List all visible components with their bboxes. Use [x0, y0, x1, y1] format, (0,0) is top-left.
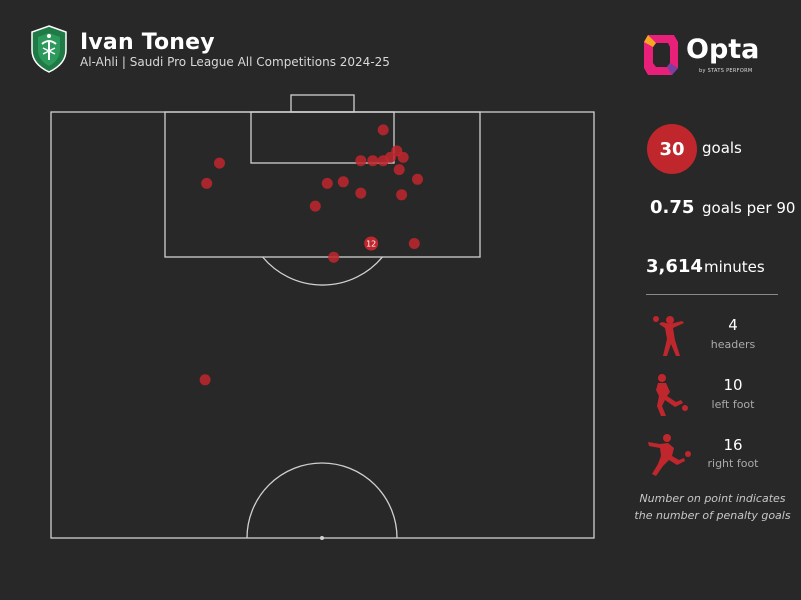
page-title: Ivan Toney — [80, 30, 215, 55]
right-foot-silhouette-icon — [648, 434, 691, 476]
club-crest-icon — [31, 25, 67, 73]
pitch-outline — [50, 111, 595, 539]
left-foot-value: 10 — [723, 376, 743, 394]
centre-spot — [320, 536, 324, 540]
shot-point — [309, 200, 321, 212]
shot-point — [367, 155, 379, 167]
goals-per-90-label: goals per 90 — [702, 199, 796, 217]
penalty-count-label: 12 — [366, 240, 376, 249]
minutes-label: minutes — [704, 258, 765, 276]
shot-point — [201, 177, 213, 189]
opta-logo-icon — [644, 35, 678, 75]
shot-point — [364, 236, 379, 251]
centre-circle — [246, 462, 398, 539]
left-foot-label: left foot — [711, 398, 755, 411]
headers-label: headers — [710, 338, 756, 351]
headers-value: 4 — [728, 316, 738, 334]
shot-point — [393, 164, 405, 176]
shot-point — [396, 189, 408, 201]
shot-point — [412, 173, 423, 185]
shot-point — [377, 155, 389, 167]
goals-label: goals — [702, 139, 742, 157]
left-foot-silhouette-icon — [656, 374, 688, 416]
opta-wordmark: Opta — [686, 34, 760, 65]
shot-point — [199, 374, 211, 386]
goal — [290, 94, 355, 113]
shot-point — [321, 177, 333, 189]
minutes-value: 3,614 — [646, 256, 703, 277]
goals-per-90-value: 0.75 — [650, 197, 695, 218]
shot-point — [355, 155, 367, 167]
shot-point — [397, 151, 409, 163]
penalty-arc — [262, 256, 383, 286]
shot-point — [355, 187, 367, 199]
page-subtitle: Al-Ahli | Saudi Pro League All Competiti… — [80, 55, 390, 69]
right-foot-value: 16 — [723, 436, 743, 454]
shot-point — [408, 238, 420, 249]
stats-divider — [646, 294, 778, 295]
opta-tagline: by STATS PERFORM — [699, 68, 753, 74]
shot-point — [337, 176, 349, 188]
shot-point — [328, 251, 340, 263]
header-silhouette-icon — [653, 316, 684, 356]
right-foot-label: right foot — [707, 457, 759, 470]
shot-point — [377, 124, 389, 136]
shot-point — [214, 157, 225, 169]
penalty-note: Number on point indicates the number of … — [634, 492, 791, 522]
goals-count-badge: 30 — [647, 124, 697, 174]
